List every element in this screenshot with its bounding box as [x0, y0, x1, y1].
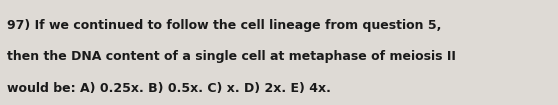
Text: then the DNA content of a single cell at metaphase of meiosis II: then the DNA content of a single cell at…: [7, 50, 455, 63]
Text: 97) If we continued to follow the cell lineage from question 5,: 97) If we continued to follow the cell l…: [7, 19, 441, 32]
Text: would be: A) 0.25x. B) 0.5x. C) x. D) 2x. E) 4x.: would be: A) 0.25x. B) 0.5x. C) x. D) 2x…: [7, 82, 330, 95]
